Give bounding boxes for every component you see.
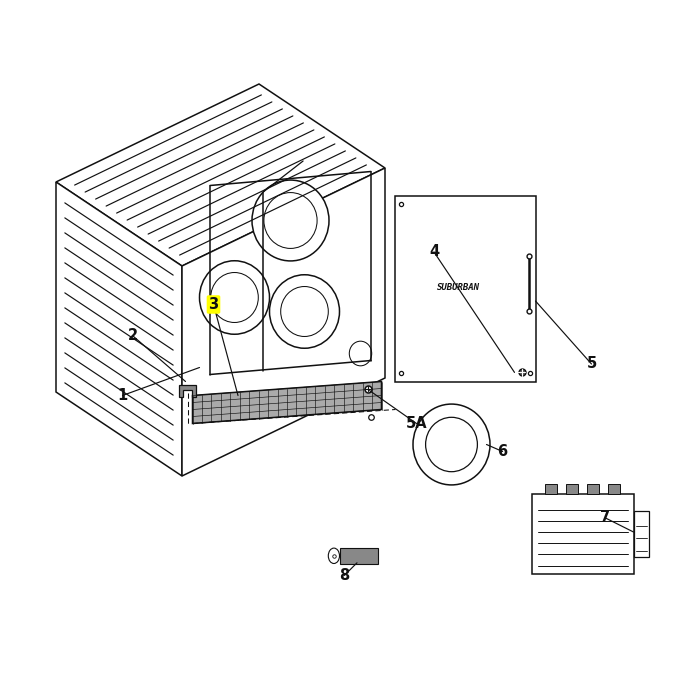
Ellipse shape — [211, 272, 258, 323]
Bar — [587, 484, 599, 494]
Text: 6: 6 — [498, 444, 508, 459]
Ellipse shape — [281, 286, 328, 337]
Ellipse shape — [328, 548, 339, 564]
Bar — [340, 548, 378, 564]
Text: 1: 1 — [118, 388, 127, 403]
Text: 5: 5 — [587, 356, 596, 372]
Polygon shape — [395, 196, 536, 382]
Polygon shape — [56, 182, 182, 476]
Ellipse shape — [199, 261, 270, 335]
Ellipse shape — [270, 274, 340, 348]
Polygon shape — [56, 84, 385, 266]
Polygon shape — [179, 385, 196, 397]
Ellipse shape — [413, 404, 490, 485]
Ellipse shape — [252, 180, 329, 261]
Text: 5A: 5A — [406, 416, 427, 431]
Bar — [608, 484, 620, 494]
Text: SUBURBAN: SUBURBAN — [437, 283, 480, 291]
Polygon shape — [193, 382, 382, 423]
Text: 4: 4 — [429, 244, 439, 260]
Ellipse shape — [264, 193, 317, 248]
Ellipse shape — [426, 417, 477, 472]
Bar — [532, 494, 634, 574]
Ellipse shape — [349, 341, 372, 366]
Bar — [634, 511, 649, 556]
Polygon shape — [182, 168, 385, 476]
Bar — [566, 484, 578, 494]
Text: 3: 3 — [209, 297, 218, 312]
Bar — [545, 484, 557, 494]
Text: 2: 2 — [128, 328, 138, 344]
Text: 7: 7 — [601, 510, 610, 526]
Text: 8: 8 — [340, 568, 349, 583]
